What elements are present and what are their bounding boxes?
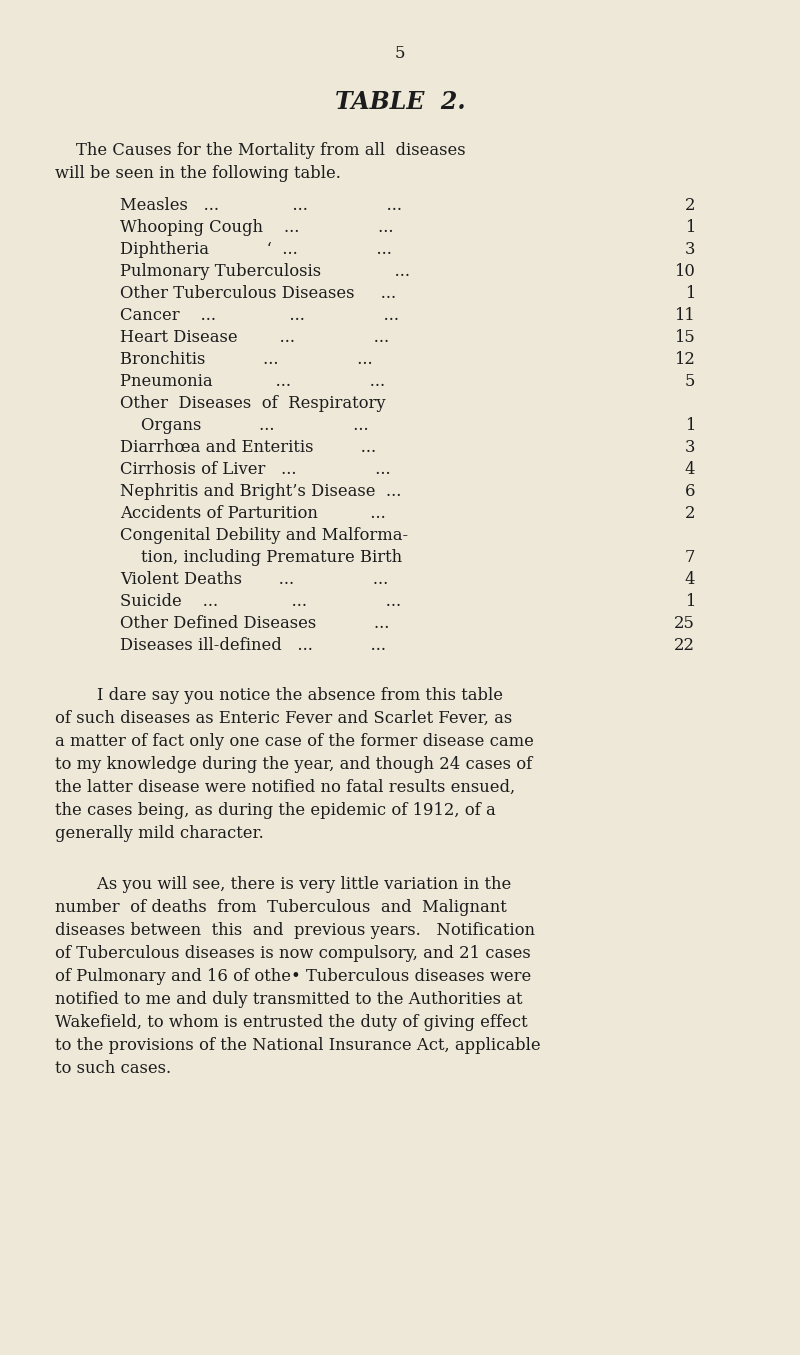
Text: 7: 7 [685,549,695,566]
Text: Diarrhœa and Enteritis         ...: Diarrhœa and Enteritis ... [120,439,376,457]
Text: 5: 5 [394,45,406,62]
Text: 12: 12 [674,351,695,369]
Text: to the provisions of the National Insurance Act, applicable: to the provisions of the National Insura… [55,1037,541,1054]
Text: 22: 22 [674,637,695,654]
Text: Suicide    ...              ...               ...: Suicide ... ... ... [120,593,401,610]
Text: 3: 3 [685,439,695,457]
Text: Diseases ill-defined   ...           ...: Diseases ill-defined ... ... [120,637,386,654]
Text: Violent Deaths       ...               ...: Violent Deaths ... ... [120,570,388,588]
Text: Accidents of Parturition          ...: Accidents of Parturition ... [120,505,386,522]
Text: Cirrhosis of Liver   ...               ...: Cirrhosis of Liver ... ... [120,461,390,478]
Text: 2: 2 [685,505,695,522]
Text: 1: 1 [685,220,695,236]
Text: Measles   ...              ...               ...: Measles ... ... ... [120,196,402,214]
Text: number  of deaths  from  Tuberculous  and  Malignant: number of deaths from Tuberculous and Ma… [55,898,506,916]
Text: 4: 4 [685,570,695,588]
Text: to such cases.: to such cases. [55,1060,171,1077]
Text: Whooping Cough    ...               ...: Whooping Cough ... ... [120,220,394,236]
Text: of Pulmonary and 16 of othe• Tuberculous diseases were: of Pulmonary and 16 of othe• Tuberculous… [55,967,531,985]
Text: Pulmonary Tuberculosis              ...: Pulmonary Tuberculosis ... [120,263,410,280]
Text: the latter disease were notified no fatal results ensued,: the latter disease were notified no fata… [55,779,515,795]
Text: 11: 11 [674,308,695,324]
Text: 4: 4 [685,461,695,478]
Text: Other Tuberculous Diseases     ...: Other Tuberculous Diseases ... [120,285,396,302]
Text: of such diseases as Enteric Fever and Scarlet Fever, as: of such diseases as Enteric Fever and Sc… [55,710,512,728]
Text: Nephritis and Bright’s Disease  ...: Nephritis and Bright’s Disease ... [120,482,402,500]
Text: Diphtheria           ‘  ...               ...: Diphtheria ‘ ... ... [120,241,392,257]
Text: 25: 25 [674,615,695,631]
Text: Other Defined Diseases           ...: Other Defined Diseases ... [120,615,390,631]
Text: tion, including Premature Birth: tion, including Premature Birth [120,549,402,566]
Text: I dare say you notice the absence from this table: I dare say you notice the absence from t… [55,687,503,705]
Text: the cases being, as during the epidemic of 1912, of a: the cases being, as during the epidemic … [55,802,496,818]
Text: notified to me and duly transmitted to the Authorities at: notified to me and duly transmitted to t… [55,991,522,1008]
Text: 1: 1 [685,417,695,434]
Text: Heart Disease        ...               ...: Heart Disease ... ... [120,329,389,346]
Text: Bronchitis           ...               ...: Bronchitis ... ... [120,351,373,369]
Text: 5: 5 [685,373,695,390]
Text: 6: 6 [685,482,695,500]
Text: Wakefield, to whom is entrusted the duty of giving effect: Wakefield, to whom is entrusted the duty… [55,1014,528,1031]
Text: 2: 2 [685,196,695,214]
Text: 15: 15 [674,329,695,346]
Text: The Causes for the Mortality from all  diseases: The Causes for the Mortality from all di… [55,142,466,159]
Text: of Tuberculous diseases is now compulsory, and 21 cases: of Tuberculous diseases is now compulsor… [55,944,530,962]
Text: 1: 1 [685,285,695,302]
Text: 10: 10 [674,263,695,280]
Text: Congenital Debility and Malforma-: Congenital Debility and Malforma- [120,527,408,543]
Text: As you will see, there is very little variation in the: As you will see, there is very little va… [55,875,511,893]
Text: will be seen in the following table.: will be seen in the following table. [55,165,341,182]
Text: generally mild character.: generally mild character. [55,825,264,841]
Text: to my knowledge during the year, and though 24 cases of: to my knowledge during the year, and tho… [55,756,532,772]
Text: diseases between  this  and  previous years.   Notification: diseases between this and previous years… [55,921,535,939]
Text: 1: 1 [685,593,695,610]
Text: a matter of fact only one case of the former disease came: a matter of fact only one case of the fo… [55,733,534,751]
Text: Cancer    ...              ...               ...: Cancer ... ... ... [120,308,399,324]
Text: Organs           ...               ...: Organs ... ... [120,417,369,434]
Text: Pneumonia            ...               ...: Pneumonia ... ... [120,373,385,390]
Text: 3: 3 [685,241,695,257]
Text: TABLE  2.: TABLE 2. [334,89,466,114]
Text: Other  Diseases  of  Respiratory: Other Diseases of Respiratory [120,396,386,412]
